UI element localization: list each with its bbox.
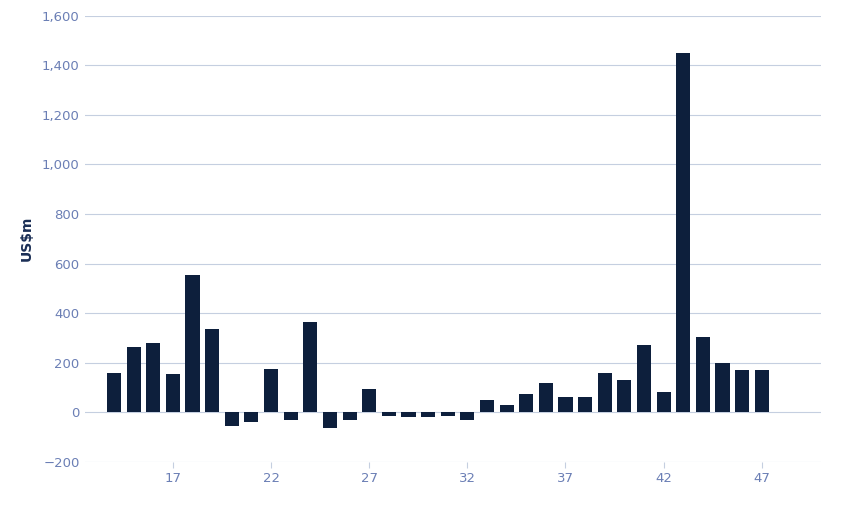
Bar [578, 398, 592, 412]
Bar [519, 394, 533, 412]
Bar [460, 412, 475, 420]
Bar [283, 412, 298, 420]
Bar [225, 412, 239, 426]
Bar [166, 374, 180, 412]
Bar [421, 412, 435, 417]
Bar [499, 405, 514, 412]
Bar [401, 412, 415, 417]
Bar [323, 412, 337, 429]
Bar [441, 412, 455, 416]
Bar [695, 337, 710, 412]
Bar [735, 370, 750, 412]
Y-axis label: US$m: US$m [19, 216, 34, 262]
Bar [755, 370, 769, 412]
Bar [597, 373, 612, 412]
Bar [185, 275, 200, 412]
Bar [637, 345, 651, 412]
Bar [244, 412, 259, 422]
Bar [362, 389, 376, 412]
Bar [558, 398, 573, 412]
Bar [343, 412, 357, 420]
Bar [382, 412, 396, 416]
Bar [205, 329, 219, 412]
Bar [127, 347, 140, 412]
Bar [480, 400, 494, 412]
Bar [146, 343, 161, 412]
Bar [676, 53, 690, 412]
Bar [539, 383, 553, 412]
Bar [716, 363, 729, 412]
Bar [303, 322, 317, 412]
Bar [618, 380, 631, 412]
Bar [264, 369, 278, 412]
Bar [656, 392, 671, 412]
Bar [107, 373, 121, 412]
